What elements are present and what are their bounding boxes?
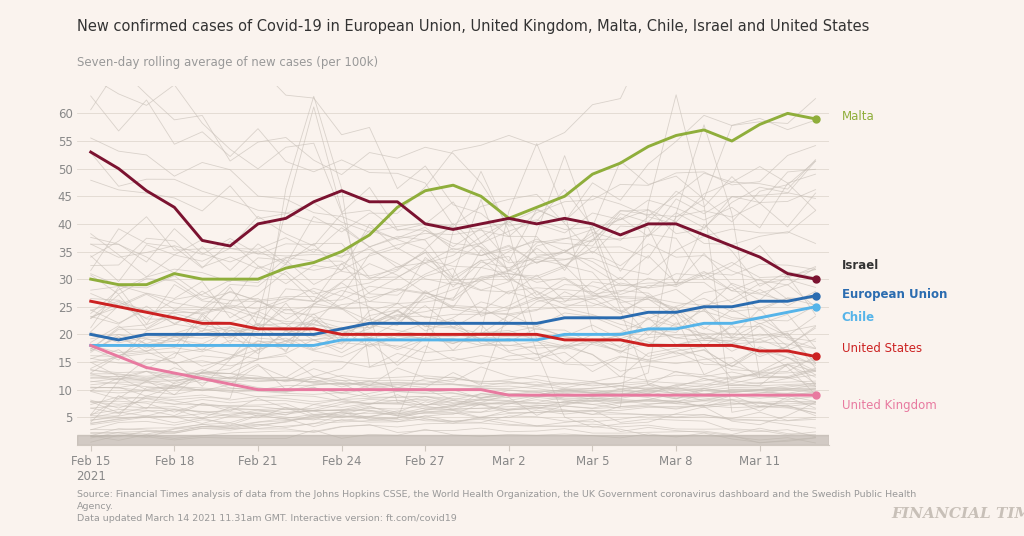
Text: European Union: European Union (842, 288, 947, 301)
Text: FINANCIAL TIMES: FINANCIAL TIMES (891, 507, 1024, 520)
Text: Seven-day rolling average of new cases (per 100k): Seven-day rolling average of new cases (… (77, 56, 378, 69)
Text: New confirmed cases of Covid-19 in European Union, United Kingdom, Malta, Chile,: New confirmed cases of Covid-19 in Europ… (77, 19, 869, 34)
Text: Malta: Malta (842, 110, 874, 123)
Text: Source: Financial Times analysis of data from the Johns Hopkins CSSE, the World : Source: Financial Times analysis of data… (77, 490, 916, 523)
Text: United States: United States (842, 342, 922, 355)
Text: Chile: Chile (842, 311, 874, 324)
Text: Israel: Israel (842, 259, 879, 272)
Bar (77, 435, 829, 445)
Text: United Kingdom: United Kingdom (842, 399, 937, 412)
